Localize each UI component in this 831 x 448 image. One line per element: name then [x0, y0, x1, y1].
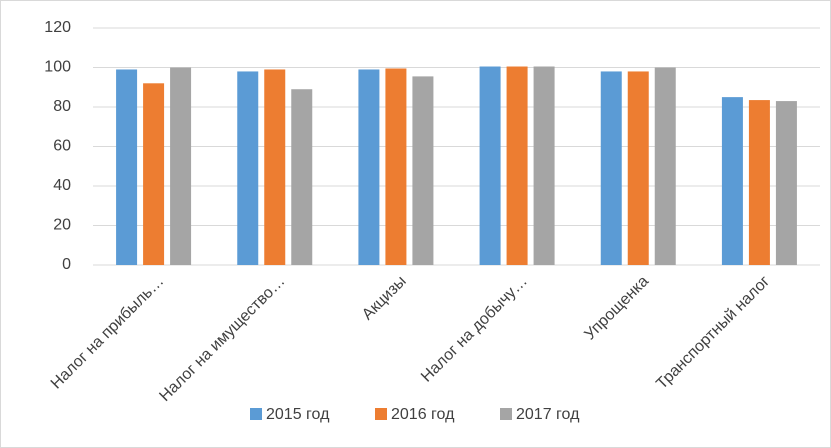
bar [264, 69, 286, 265]
bar [506, 66, 528, 265]
bar [721, 97, 743, 265]
bar [412, 76, 434, 265]
bar [291, 89, 313, 265]
legend-swatch [375, 408, 387, 420]
bar [533, 66, 555, 265]
bar [654, 67, 676, 265]
bar [748, 100, 770, 266]
bar [600, 71, 622, 265]
legend-label: 2015 год [266, 406, 330, 423]
bar [237, 71, 259, 265]
legend-swatch [500, 408, 512, 420]
legend-label: 2016 год [391, 406, 455, 423]
bar [143, 83, 165, 265]
y-tick-label: 20 [53, 217, 71, 234]
y-tick-label: 60 [53, 138, 71, 155]
legend-swatch [250, 408, 262, 420]
bar [479, 66, 501, 265]
bar [170, 67, 192, 265]
bar [116, 69, 138, 265]
y-tick-label: 40 [53, 177, 71, 194]
bar [385, 68, 407, 265]
y-tick-label: 120 [44, 19, 71, 36]
bar [775, 101, 797, 265]
y-tick-label: 80 [53, 98, 71, 115]
bar [627, 71, 649, 265]
bar [358, 69, 380, 265]
y-tick-label: 100 [44, 59, 71, 76]
legend-label: 2017 год [516, 406, 580, 423]
y-tick-label: 0 [62, 256, 71, 273]
